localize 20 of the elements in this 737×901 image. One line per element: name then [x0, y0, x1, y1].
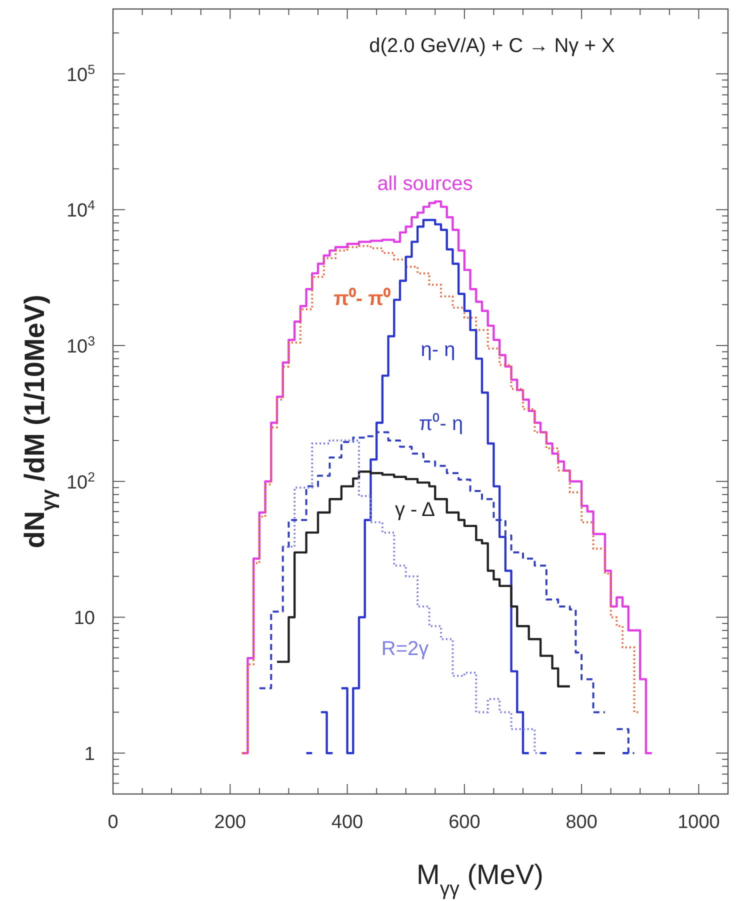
- x-tick-label: 0: [108, 812, 118, 833]
- y-tick-label: 1: [84, 744, 95, 766]
- x-tick-label: 800: [566, 812, 598, 833]
- y-tick-label: 10$^{3}$: [66, 333, 95, 358]
- series-label: R=2γ: [381, 638, 429, 660]
- x-axis-title: M$_{γγ}$ (MeV): [416, 859, 544, 900]
- text: d(2.0 GeV/A) + C → Nγ + X: [369, 35, 615, 57]
- series-label: γ - Δ: [394, 499, 436, 521]
- y-tick-label: 10$^{4}$: [66, 197, 95, 222]
- series-label: π⁰- π⁰: [334, 287, 390, 310]
- x-tick-label: 600: [448, 812, 480, 833]
- y-tick-label: 10$^{2}$: [66, 468, 95, 494]
- x-tick-label: 400: [331, 812, 364, 833]
- series-label: all sources: [377, 173, 473, 195]
- x-tick-label: 200: [214, 812, 246, 833]
- y-tick-label: 10$^{5}$: [66, 61, 95, 86]
- x-tick-label: 1000: [678, 812, 720, 833]
- series-label: η- η: [420, 339, 456, 361]
- y-tick-label: 10: [74, 608, 95, 630]
- series-label: π⁰- η: [418, 412, 464, 435]
